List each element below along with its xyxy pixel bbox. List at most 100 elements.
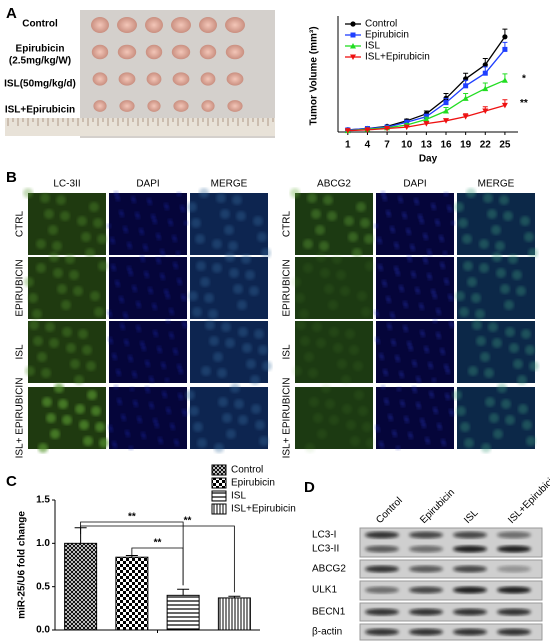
- micrograph-texture: [212, 239, 222, 249]
- micrograph-texture: [255, 420, 265, 430]
- micrograph-texture: [183, 220, 189, 226]
- micrograph-texture: [443, 191, 449, 197]
- micrograph-texture: [160, 275, 166, 281]
- blot: [359, 580, 543, 601]
- micrograph-texture: [404, 418, 410, 424]
- tumor: [172, 72, 190, 86]
- micrograph-texture: [33, 336, 43, 346]
- annotation: **: [154, 538, 162, 549]
- micrograph-texture: [62, 415, 72, 425]
- micrograph-texture: [352, 248, 362, 258]
- micrograph-texture: [73, 286, 83, 296]
- micrograph-texture: [42, 397, 52, 407]
- point: [423, 116, 430, 122]
- micrograph-texture: [99, 438, 109, 448]
- micrograph-texture: [262, 361, 272, 371]
- micrograph-texture: [375, 339, 381, 345]
- micrograph-texture: [390, 228, 396, 234]
- band: [453, 545, 487, 553]
- micrograph-texture: [172, 237, 178, 243]
- micrograph-texture: [97, 234, 107, 244]
- micrograph-texture: [133, 402, 139, 408]
- micrograph-texture: [459, 307, 469, 317]
- micrograph-texture: [308, 368, 318, 378]
- micrograph-texture: [373, 223, 379, 229]
- point: [443, 108, 449, 114]
- tumor: [92, 72, 108, 86]
- micrograph-texture: [336, 270, 346, 280]
- micrograph-texture: [242, 343, 252, 353]
- micrograph-texture: [431, 377, 437, 383]
- micrograph-texture: [36, 239, 46, 249]
- micrograph-texture: [90, 291, 100, 301]
- micrograph-texture: [144, 273, 150, 279]
- band: [409, 531, 443, 539]
- micrograph-texture: [361, 307, 371, 317]
- micrograph-texture: [200, 277, 210, 287]
- micrograph-texture: [392, 432, 398, 438]
- micrograph-texture: [115, 282, 121, 288]
- micrograph-texture: [61, 300, 71, 310]
- x-tick-label: 10: [401, 140, 413, 151]
- micrograph-texture: [327, 211, 337, 221]
- micrograph-texture: [131, 198, 137, 204]
- micrograph-texture: [411, 273, 417, 279]
- micrograph-texture: [291, 277, 301, 287]
- tumor: [91, 44, 109, 60]
- photo-label: Control: [22, 19, 58, 30]
- micrograph-texture: [484, 368, 494, 378]
- micrograph-texture: [161, 364, 167, 370]
- micrograph-texture: [480, 352, 490, 362]
- tumor: [171, 44, 191, 60]
- micrograph-texture: [113, 384, 119, 390]
- legend-marker: [350, 32, 356, 38]
- band: [409, 628, 443, 636]
- micrograph-texture: [481, 443, 491, 453]
- micrograph-texture: [225, 252, 235, 262]
- micrograph-texture: [175, 250, 181, 256]
- micrograph-texture: [350, 436, 360, 446]
- micrograph-texture: [471, 293, 481, 303]
- micrograph-texture: [320, 268, 330, 278]
- micrograph-texture: [505, 415, 515, 425]
- legend-label: ISL+Epirubicin: [365, 52, 430, 63]
- micrograph-texture: [254, 329, 264, 339]
- micrograph-texture: [332, 254, 342, 264]
- micrograph-texture: [317, 429, 327, 439]
- micrograph-texture: [431, 205, 437, 211]
- column-header: LC-3II: [53, 179, 80, 190]
- micrograph-texture: [312, 322, 322, 332]
- micrograph-texture: [111, 266, 117, 272]
- x-tick-label: 1: [345, 140, 351, 151]
- micrograph-texture: [62, 327, 72, 337]
- micrograph-texture: [399, 373, 405, 379]
- micrograph-texture: [416, 404, 422, 410]
- micrograph-texture: [496, 268, 506, 278]
- x-tick-label: 19: [460, 140, 472, 151]
- point: [364, 127, 371, 133]
- micrograph-texture: [345, 329, 355, 339]
- micrograph-texture: [234, 399, 244, 409]
- point: [482, 108, 489, 114]
- micrograph-texture: [415, 289, 421, 295]
- micrograph-texture: [383, 371, 389, 377]
- micrograph-texture: [48, 225, 58, 235]
- band: [365, 586, 399, 594]
- micrograph-texture: [499, 195, 509, 205]
- micrograph-texture: [197, 438, 207, 448]
- tumor: [226, 72, 244, 86]
- micrograph-texture: [129, 386, 135, 392]
- error-bar: [228, 595, 241, 598]
- micrograph-texture: [395, 445, 401, 451]
- micrograph-texture: [212, 263, 222, 273]
- micrograph-texture: [517, 375, 527, 385]
- micrograph-texture: [303, 239, 313, 249]
- micrograph-texture: [356, 202, 366, 212]
- micrograph-texture: [468, 366, 478, 376]
- micrograph-texture: [152, 219, 158, 225]
- micrograph-texture: [229, 268, 239, 278]
- micrograph-texture: [216, 193, 226, 203]
- micrograph-texture: [245, 270, 255, 280]
- micrograph-texture: [58, 399, 68, 409]
- point: [462, 95, 469, 101]
